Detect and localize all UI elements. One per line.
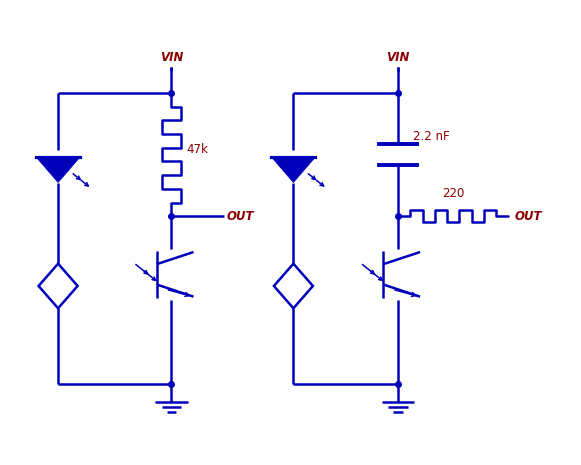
Polygon shape [36, 157, 80, 182]
Text: OUT: OUT [514, 210, 541, 223]
Text: OUT: OUT [227, 210, 254, 223]
Polygon shape [38, 264, 78, 308]
Text: 2.2 nF: 2.2 nF [413, 130, 449, 142]
Text: VIN: VIN [160, 51, 183, 64]
Polygon shape [274, 264, 313, 308]
Text: VIN: VIN [386, 51, 410, 64]
Text: 220: 220 [442, 187, 464, 200]
Polygon shape [271, 157, 315, 182]
Text: 47k: 47k [186, 144, 208, 156]
